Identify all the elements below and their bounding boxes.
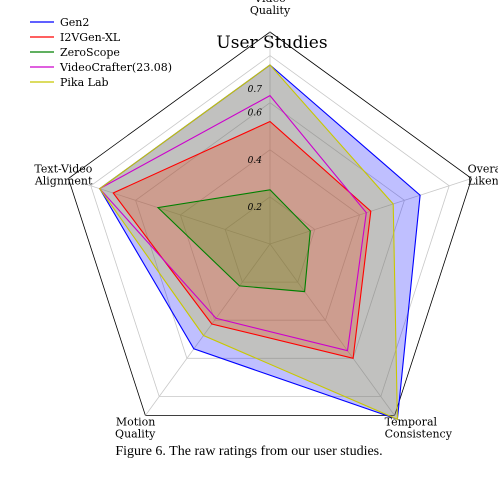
legend-label: Gen2 [60,16,89,29]
legend-label: VideoCrafter(23.08) [59,61,172,74]
grid-ring-3 [90,55,450,397]
series-line-zeroscope [156,189,311,293]
legend-label: Pika Lab [60,76,109,89]
figure-caption: Figure 6. The raw ratings from our user … [115,444,382,459]
axis-labels: VideoQuality OverallLikeness TemporalConsi… [34,0,498,441]
series-line-i2vgen-xl [112,120,372,359]
series-area-pika-lab [99,65,398,420]
tick-label: 0.2 [248,203,263,213]
grid-spoke-3 [145,243,271,416]
grid-spoke-2 [269,243,395,416]
series-line-pika-lab [98,64,398,421]
grid-ring-2 [135,102,405,359]
radar-frame [67,31,473,416]
axis-label-1: OverallLikeness [468,163,498,188]
axis-label-2: Temporal Consistency [385,416,453,441]
chart-title: User Studies [216,33,327,53]
tick-label: 0.6 [248,109,263,119]
axis-label-4: Text-Video Alignment [34,163,93,188]
tick-label: 0.7 [248,85,263,95]
series-areas [99,65,421,420]
tick-label: 0.4 [248,156,263,166]
legend-label: I2VGen-XL [60,31,121,44]
grid-spoke-4 [68,178,271,245]
series-area-i2vgen-xl [113,121,371,359]
series-lines [98,64,421,421]
radial-tick-labels: 0.2 0.4 0.6 0.7 [248,85,263,213]
series-area-gen2 [99,65,421,420]
axis-label-0: VideoQuality [250,0,291,17]
grid-ring-1 [179,149,361,321]
radar-grid [67,31,473,416]
series-line-videocrafter-23-08 [98,94,367,352]
axis-label-3: Motion Quality [115,416,156,441]
legend: Gen2 I2VGen-XL ZeroScope VideoCrafter(23.08… [26,8,178,94]
series-area-zeroscope [158,189,311,292]
legend-label: ZeroScope [60,46,120,59]
grid-ring-0 [224,196,316,283]
